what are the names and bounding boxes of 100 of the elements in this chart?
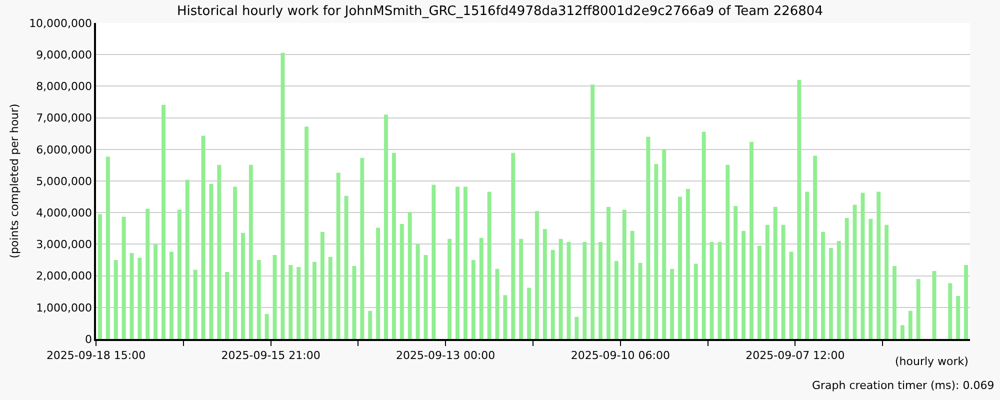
bar — [122, 216, 126, 339]
bar — [408, 212, 412, 339]
bar — [550, 250, 555, 339]
bar — [138, 258, 142, 339]
bar — [527, 288, 532, 339]
bar — [312, 262, 316, 339]
bar — [106, 156, 110, 339]
bar — [503, 295, 508, 339]
bar — [750, 142, 754, 339]
bar — [248, 164, 253, 339]
bar — [264, 314, 269, 339]
bar — [670, 268, 674, 339]
bar — [702, 132, 706, 339]
bar — [288, 265, 293, 339]
bar — [718, 242, 722, 339]
bar — [710, 242, 714, 339]
bar — [170, 252, 174, 339]
bar — [956, 296, 960, 339]
bar — [908, 310, 912, 339]
y-tick-label: 7,000,000 — [36, 112, 92, 125]
bar — [320, 232, 324, 339]
y-tick-label: 5,000,000 — [36, 174, 92, 188]
x-tick-label: 2025-09-18 15:00 — [46, 348, 146, 362]
bar — [114, 260, 118, 339]
bar — [654, 164, 658, 339]
bar — [542, 229, 547, 339]
y-tick-label: 6,000,000 — [36, 143, 92, 156]
bar — [154, 244, 158, 339]
bar — [177, 210, 182, 339]
y-tick-label: 9,000,000 — [36, 48, 92, 62]
bar — [352, 266, 356, 339]
bar — [463, 186, 468, 339]
bar — [304, 126, 309, 339]
bar — [479, 238, 484, 339]
bar — [662, 149, 666, 339]
bar — [757, 246, 762, 339]
x-tick-label: 2025-09-13 00:00 — [396, 348, 496, 362]
bar — [892, 266, 896, 339]
bar — [726, 164, 730, 339]
bar — [844, 218, 849, 339]
bar — [368, 310, 372, 339]
bar — [828, 248, 833, 339]
bar — [162, 104, 166, 339]
bar — [813, 156, 818, 339]
y-tick-label: 1,000,000 — [36, 301, 92, 314]
bar — [574, 316, 579, 339]
x-tick-label: 2025-09-07 12:00 — [746, 348, 845, 362]
bar — [456, 186, 460, 339]
bar — [686, 188, 690, 339]
bar — [606, 206, 610, 339]
bar — [964, 265, 968, 339]
bar — [590, 84, 595, 339]
bar — [598, 242, 603, 339]
bar — [448, 238, 452, 339]
y-tick-label: 0 — [85, 332, 92, 346]
bar — [201, 136, 206, 339]
bar — [884, 224, 889, 339]
bar — [948, 283, 952, 339]
bar — [241, 232, 245, 339]
bar — [392, 152, 396, 339]
bar — [360, 158, 364, 339]
chart-title: Historical hourly work for JohnMSmith_GRC_1516fd4978da312ff8001d2e9c2766a9 of Team 226804 — [177, 4, 823, 20]
bar — [416, 244, 420, 339]
bar — [900, 325, 904, 339]
bar — [471, 260, 476, 339]
bar — [400, 224, 404, 339]
y-tick-label: 2,000,000 — [36, 270, 92, 283]
bar — [805, 192, 810, 339]
y-axis-title: (points completed per hour) — [8, 104, 22, 258]
bar — [694, 264, 698, 339]
bar — [773, 206, 778, 339]
bar — [734, 206, 738, 339]
text: Graph creation timer (ms): 0.069 — [812, 379, 994, 392]
bar — [193, 270, 198, 339]
y-tick-label: 4,000,000 — [36, 206, 92, 220]
bar — [328, 256, 332, 339]
bar — [781, 224, 786, 339]
bar — [765, 224, 770, 339]
x-tick-label: 2025-09-10 06:00 — [570, 348, 670, 362]
bar — [209, 184, 214, 339]
bar — [630, 230, 634, 339]
y-tick-label: 8,000,000 — [36, 80, 92, 94]
bar — [519, 238, 524, 339]
bar — [916, 278, 920, 339]
bar — [582, 242, 587, 339]
bar — [797, 80, 802, 339]
bar — [146, 208, 150, 339]
bar — [678, 196, 682, 339]
y-tick-label: 10,000,000 — [29, 16, 92, 30]
bar — [217, 164, 222, 339]
bar — [432, 184, 436, 339]
bar — [742, 230, 746, 339]
bar — [876, 192, 881, 339]
bar — [821, 232, 825, 339]
bar — [622, 210, 626, 339]
bar — [384, 114, 388, 339]
bar — [511, 152, 516, 339]
bar — [344, 196, 348, 339]
bar — [376, 228, 380, 339]
bar — [534, 211, 539, 339]
